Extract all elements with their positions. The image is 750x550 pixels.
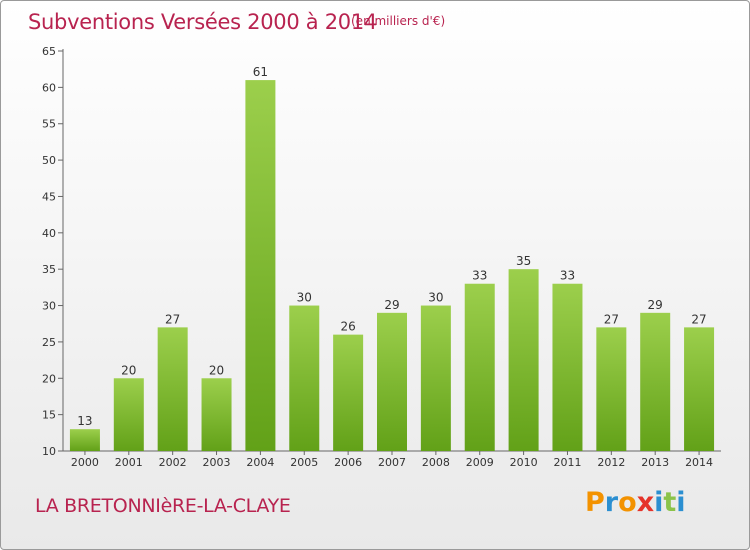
commune-name: LA BRETONNIèRE-LA-CLAYE (35, 495, 291, 517)
chart-labels: 2000 13 2001 20 2002 27 2003 20 2004 61 2005 30 2006… (71, 65, 713, 469)
bar-2006[interactable] (333, 334, 364, 451)
bar-2002[interactable] (157, 327, 188, 451)
chart-unit-note: (en milliers d'€) (351, 14, 446, 28)
y-tick-label: 15 (42, 409, 56, 422)
data-label: 29 (648, 298, 663, 312)
y-tick-label: 55 (42, 118, 56, 131)
x-tick-label: 2007 (378, 456, 406, 469)
data-label: 27 (604, 312, 619, 326)
y-tick-label: 40 (42, 227, 56, 240)
x-tick-label: 2014 (685, 456, 713, 469)
bar-2012[interactable] (596, 327, 627, 451)
logo-letter: t (663, 487, 677, 518)
logo-letter: i (654, 487, 664, 518)
data-label: 20 (209, 363, 224, 377)
chart-title: Subventions Versées 2000 à 2014 (28, 10, 377, 34)
data-label: 35 (516, 254, 531, 268)
bar-2009[interactable] (464, 283, 495, 451)
data-label: 20 (121, 363, 136, 377)
x-tick-label: 2008 (422, 456, 450, 469)
bar-2008[interactable] (420, 305, 451, 451)
x-tick-label: 2002 (159, 456, 187, 469)
x-tick-label: 2000 (71, 456, 99, 469)
logo-letter: i (676, 487, 686, 518)
bar-2000[interactable] (69, 429, 100, 451)
bar-2010[interactable] (508, 269, 539, 451)
logo-letter: o (618, 487, 637, 518)
x-tick-label: 2010 (510, 456, 538, 469)
data-label: 61 (253, 65, 268, 79)
y-tick-label: 50 (42, 154, 56, 167)
x-tick-label: 2004 (246, 456, 274, 469)
bar-2003[interactable] (201, 378, 232, 451)
y-tick-label: 10 (42, 445, 56, 458)
logo-letter: P (585, 487, 605, 518)
y-tick-label: 30 (42, 300, 56, 313)
x-tick-label: 2003 (203, 456, 231, 469)
data-label: 27 (691, 312, 706, 326)
bar-2005[interactable] (289, 305, 320, 451)
x-tick-label: 2012 (597, 456, 625, 469)
y-tick-label: 65 (42, 45, 56, 58)
x-tick-label: 2013 (641, 456, 669, 469)
x-tick-label: 2005 (290, 456, 318, 469)
chart-bars (69, 80, 715, 451)
proxiti-logo[interactable]: Proxiti (585, 487, 686, 518)
bar-2011[interactable] (552, 283, 583, 451)
data-label: 13 (77, 414, 92, 428)
x-tick-label: 2006 (334, 456, 362, 469)
y-tick-label: 35 (42, 263, 56, 276)
data-label: 33 (472, 269, 487, 283)
data-label: 27 (165, 312, 180, 326)
logo-letter: x (636, 487, 655, 518)
bar-2014[interactable] (684, 327, 715, 451)
y-tick-label: 45 (42, 190, 56, 203)
y-tick-label: 20 (42, 372, 56, 385)
data-label: 29 (384, 298, 399, 312)
data-label: 30 (297, 291, 312, 305)
y-tick-label: 25 (42, 336, 56, 349)
bar-2004[interactable] (245, 80, 276, 451)
bar-2013[interactable] (640, 312, 671, 451)
logo-letter: r (604, 487, 619, 518)
x-tick-label: 2011 (553, 456, 581, 469)
data-label: 26 (340, 320, 355, 334)
x-tick-label: 2001 (115, 456, 143, 469)
data-label: 33 (560, 269, 575, 283)
x-tick-label: 2009 (466, 456, 494, 469)
y-tick-label: 60 (42, 81, 56, 94)
chart-axes: 10 15 20 25 30 35 40 45 50 55 60 65 (42, 45, 721, 458)
bar-2001[interactable] (113, 378, 144, 451)
bar-2007[interactable] (377, 312, 407, 451)
data-label: 30 (428, 291, 443, 305)
